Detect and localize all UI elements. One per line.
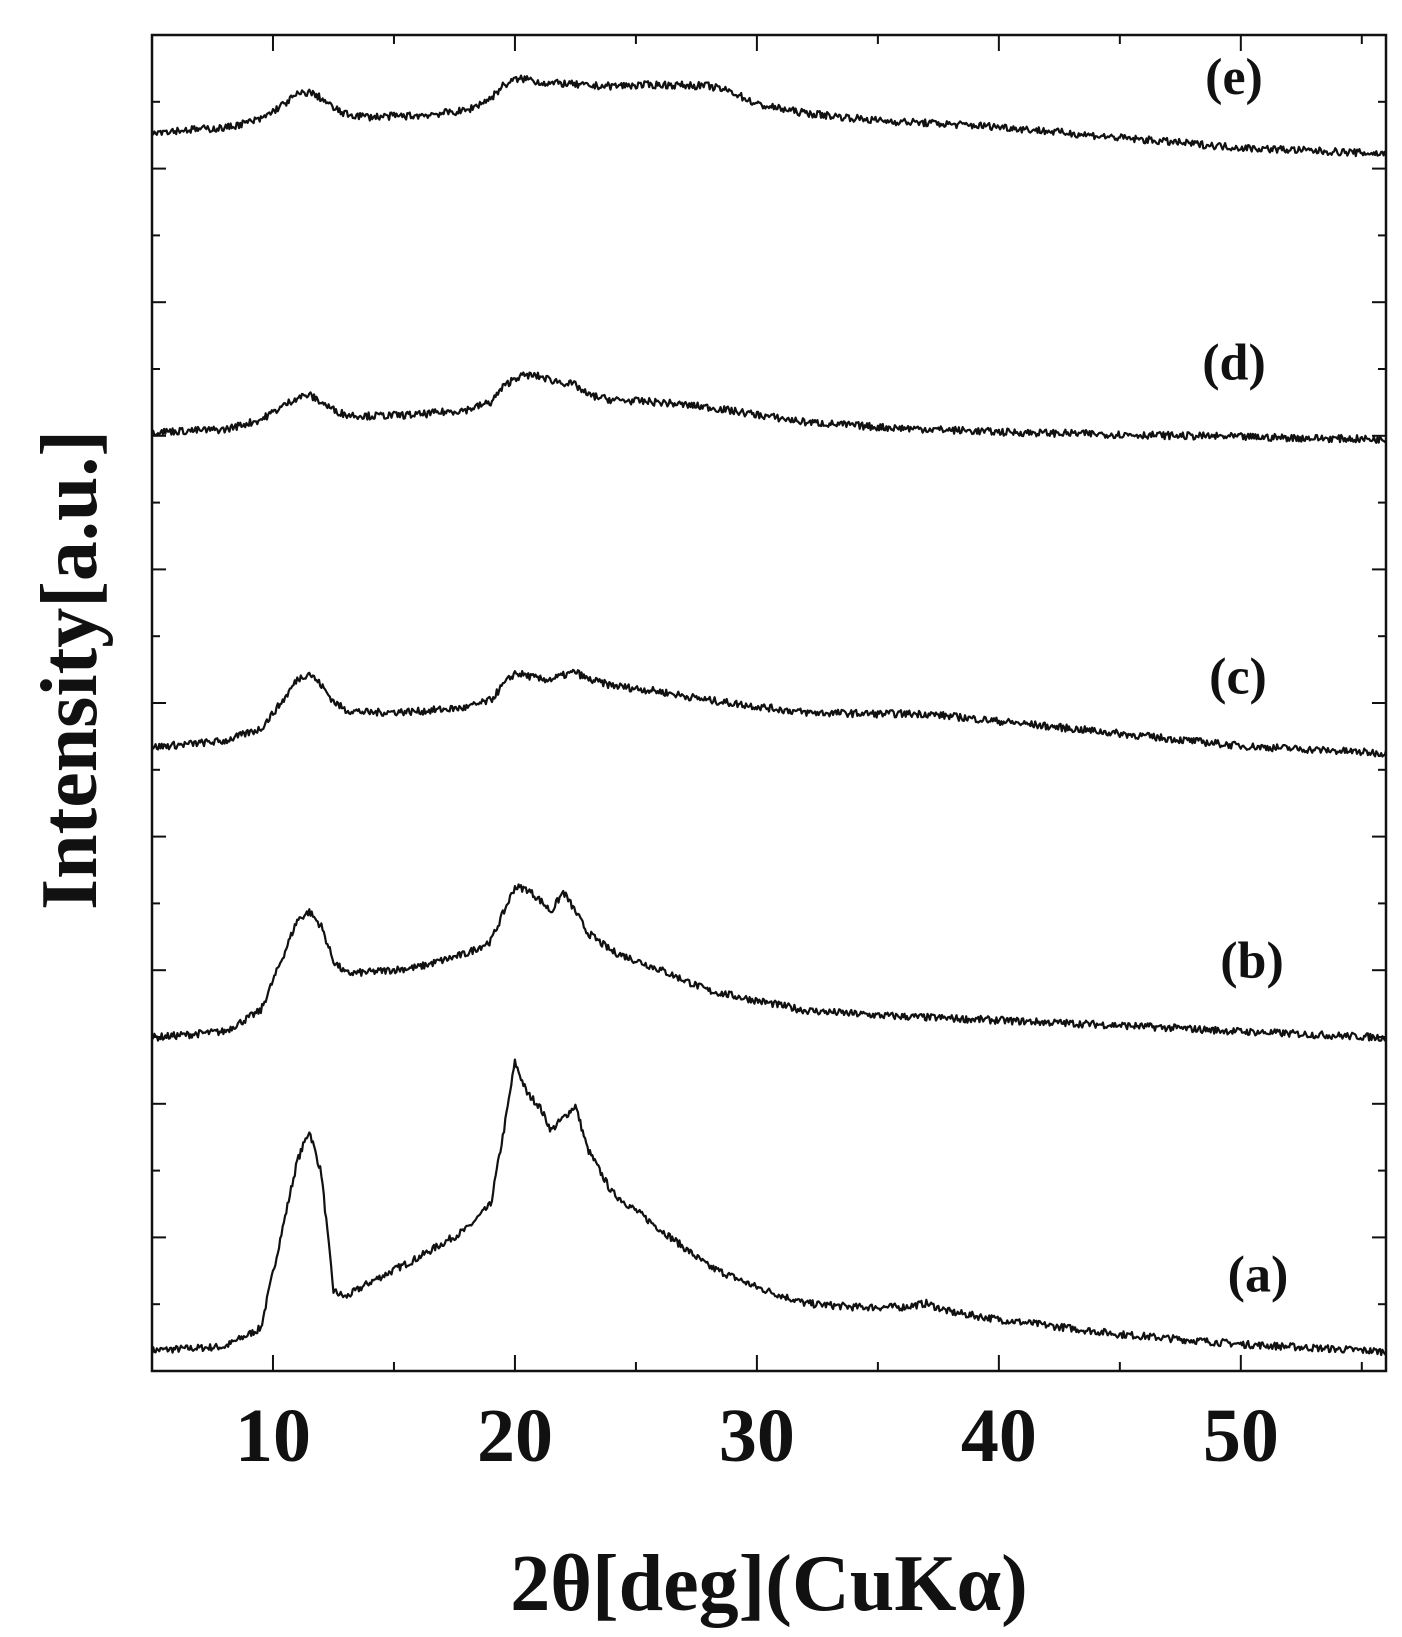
x-tick-label-0: 10 [235, 1394, 311, 1478]
series-label-2: (c) [1209, 648, 1267, 705]
x-tick-labels: 10 20 30 40 50 [235, 1394, 1279, 1478]
x-tick-label-3: 40 [961, 1394, 1037, 1478]
x-tick-label-1: 20 [477, 1394, 553, 1478]
axis-ticks [152, 35, 1386, 1371]
x-axis-label: 2θ[deg](CuKα) [510, 1540, 1027, 1628]
series-traces [150, 74, 1388, 1357]
series-label-3: (d) [1202, 334, 1266, 391]
series-trace-4 [151, 74, 1388, 158]
series-trace-1 [151, 883, 1387, 1042]
series-label-1: (b) [1220, 933, 1284, 990]
series-label-4: (e) [1205, 49, 1263, 106]
series-labels: (a) (b) (c) (d) (e) [1202, 49, 1288, 1304]
x-tick-label-4: 50 [1203, 1394, 1279, 1478]
x-tick-label-2: 30 [719, 1394, 795, 1478]
series-trace-3 [150, 371, 1387, 444]
series-label-0: (a) [1228, 1247, 1289, 1304]
series-trace-2 [151, 668, 1388, 758]
series-trace-0 [150, 1058, 1387, 1357]
y-axis-label: Intensity[a.u.] [26, 430, 114, 910]
